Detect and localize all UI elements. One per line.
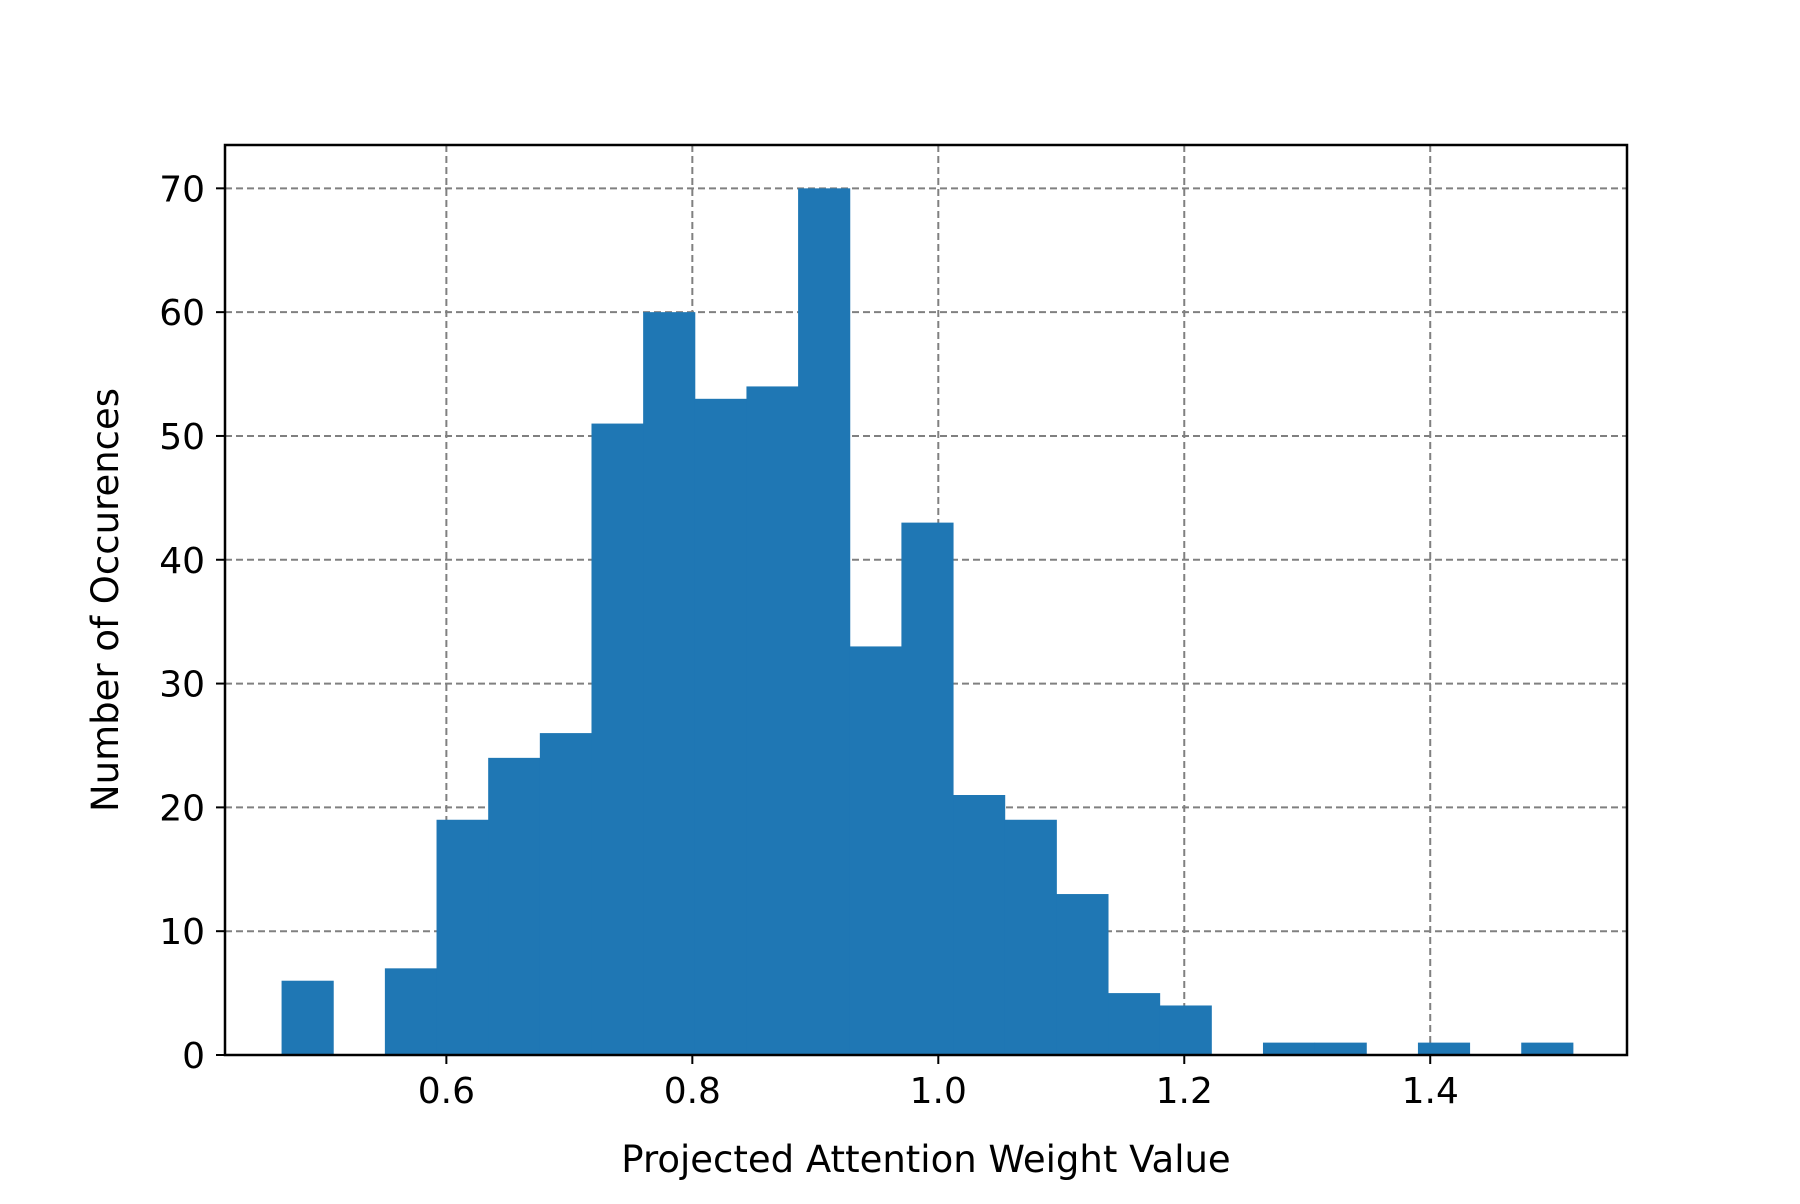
- histogram-bar: [643, 312, 696, 1056]
- x-tick-label: 1.2: [1156, 1071, 1213, 1112]
- histogram-bar: [953, 795, 1006, 1055]
- y-tick-label: 50: [159, 417, 205, 458]
- histogram-bar: [694, 398, 747, 1055]
- histogram-bar: [1056, 894, 1109, 1055]
- histogram-bar: [1417, 1042, 1471, 1055]
- histogram-bar: [539, 733, 592, 1055]
- histogram-bar: [488, 757, 541, 1055]
- x-tick-label: 1.4: [1402, 1071, 1459, 1112]
- y-tick-label: 70: [159, 169, 205, 210]
- histogram-bar: [901, 522, 954, 1055]
- x-axis-title: Projected Attention Weight Value: [621, 1138, 1230, 1181]
- bars-layer: [281, 188, 1574, 1056]
- y-tick-label: 20: [159, 788, 205, 829]
- histogram-bar: [281, 980, 334, 1055]
- x-tick-label: 0.6: [418, 1071, 475, 1112]
- y-tick-label: 0: [182, 1036, 205, 1077]
- histogram-bar: [746, 386, 799, 1055]
- histogram-bar: [384, 968, 438, 1055]
- y-axis-title: Number of Occurences: [84, 388, 127, 812]
- y-tick-label: 30: [159, 665, 205, 706]
- histogram-bar: [1521, 1042, 1574, 1055]
- histogram-bar: [1004, 819, 1057, 1055]
- histogram-bar: [1159, 1005, 1212, 1055]
- histogram-bar: [1108, 993, 1161, 1055]
- x-tick-label: 1.0: [910, 1071, 967, 1112]
- ticks-layer: 0.6 0.8 1.0 1.2 1.4 0 10 20 30 40 50 60 70: [159, 169, 1459, 1112]
- histogram-bar: [849, 646, 902, 1055]
- histogram-bar: [591, 423, 644, 1056]
- y-tick-label: 10: [159, 912, 205, 953]
- x-tick-label: 0.8: [664, 1071, 721, 1112]
- plot-frame: [223, 143, 1629, 1057]
- histogram-bar: [1314, 1042, 1367, 1055]
- histogram-bar: [1262, 1042, 1316, 1055]
- y-tick-label: 40: [159, 541, 205, 582]
- histogram-bar: [798, 188, 851, 1056]
- y-tick-label: 60: [159, 293, 205, 334]
- histogram-bar: [436, 819, 489, 1055]
